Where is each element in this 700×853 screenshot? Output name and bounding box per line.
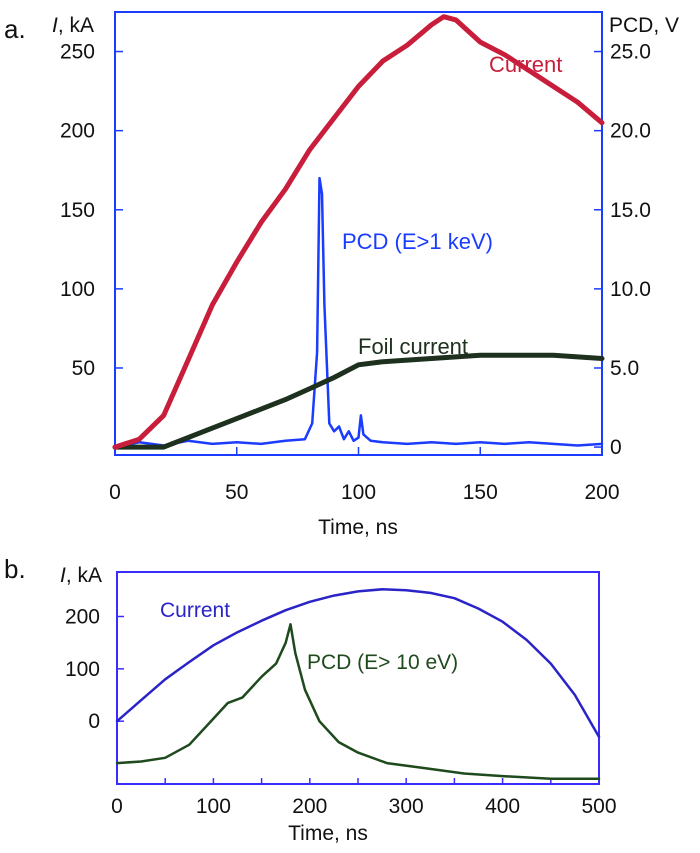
panel-b-x-tick-label: 300 (389, 795, 424, 818)
panel-a-y-right-tick-label: 0 (610, 436, 622, 459)
panel-a-label: a. (4, 14, 26, 44)
panel-a: a. I, kA PCD, V 0 50 100 150 200 50 100 150 200… (4, 11, 679, 539)
panel-b: b. I, kA 0 100 200 300 400 500 0 100 200 Time, … (4, 554, 617, 845)
panel-b-label: b. (4, 554, 26, 584)
panel-b-y-ticks: 0 100 200 (65, 605, 124, 733)
panel-b-x-label: Time, ns (288, 822, 368, 845)
panel-a-series (112, 14, 605, 450)
panel-a-y-right-tick-label: 20.0 (610, 120, 651, 143)
panel-b-annotation-pcd: PCD (E> 10 eV) (307, 651, 458, 674)
panel-b-x-ticks: 0 100 200 300 400 500 (111, 778, 617, 818)
panel-b-x-tick-label: 400 (485, 795, 520, 818)
panel-b-y-tick-label: 200 (65, 605, 100, 628)
panel-b-series (115, 588, 601, 781)
panel-a-y-right-tick-label: 10.0 (610, 278, 651, 301)
panel-a-series-current (112, 14, 605, 450)
panel-a-y-right-ticks: 0 5.0 10.0 15.0 20.0 25.0 (594, 41, 651, 459)
panel-a-x-tick-label: 50 (225, 481, 248, 504)
panel-a-x-tick-label: 150 (463, 481, 498, 504)
panel-b-y-tick-label: 0 (88, 710, 100, 733)
panel-a-annotation-foil: Foil current (358, 334, 468, 359)
panel-b-x-tick-label: 0 (111, 795, 123, 818)
panel-a-annotation-current: Current (489, 52, 562, 77)
panel-a-y-left-tick-label: 150 (60, 199, 95, 222)
panel-a-x-label: Time, ns (318, 516, 398, 539)
panel-b-x-tick-label: 200 (292, 795, 327, 818)
panel-b-series-pcd-e-10-ev (115, 623, 601, 781)
panel-a-x-tick-label: 100 (341, 481, 376, 504)
panel-a-y-left-tick-label: 50 (72, 357, 95, 380)
panel-a-y-right-tick-label: 5.0 (610, 357, 639, 380)
panel-a-y-left-tick-label: 100 (60, 278, 95, 301)
panel-b-y-tick-label: 100 (65, 658, 100, 681)
panel-a-y-right-tick-label: 25.0 (610, 41, 651, 64)
panel-a-x-tick-label: 0 (109, 481, 121, 504)
panel-a-y-right-tick-label: 15.0 (610, 199, 651, 222)
panel-b-annotation-current: Current (160, 599, 230, 622)
panel-a-annotation-pcd: PCD (E>1 keV) (342, 229, 493, 254)
panel-a-x-ticks: 0 50 100 150 200 (109, 447, 620, 504)
panel-b-series-current (115, 588, 601, 739)
panel-a-series-foil-current (112, 352, 605, 450)
panel-a-x-tick-label: 200 (584, 481, 619, 504)
panel-a-y-left-tick-label: 200 (60, 120, 95, 143)
panel-b-x-tick-label: 500 (581, 795, 616, 818)
panel-a-series-pcd-e-1-kev (113, 176, 604, 449)
panel-a-y-left-ticks: 50 100 150 200 250 (60, 41, 123, 380)
panel-b-x-tick-label: 100 (196, 795, 231, 818)
panel-a-y-label-left: I, kA (52, 14, 94, 37)
panel-b-y-label: I, kA (60, 564, 102, 587)
panel-a-y-label-right: PCD, V (609, 14, 679, 37)
panel-a-y-left-tick-label: 250 (60, 41, 95, 64)
